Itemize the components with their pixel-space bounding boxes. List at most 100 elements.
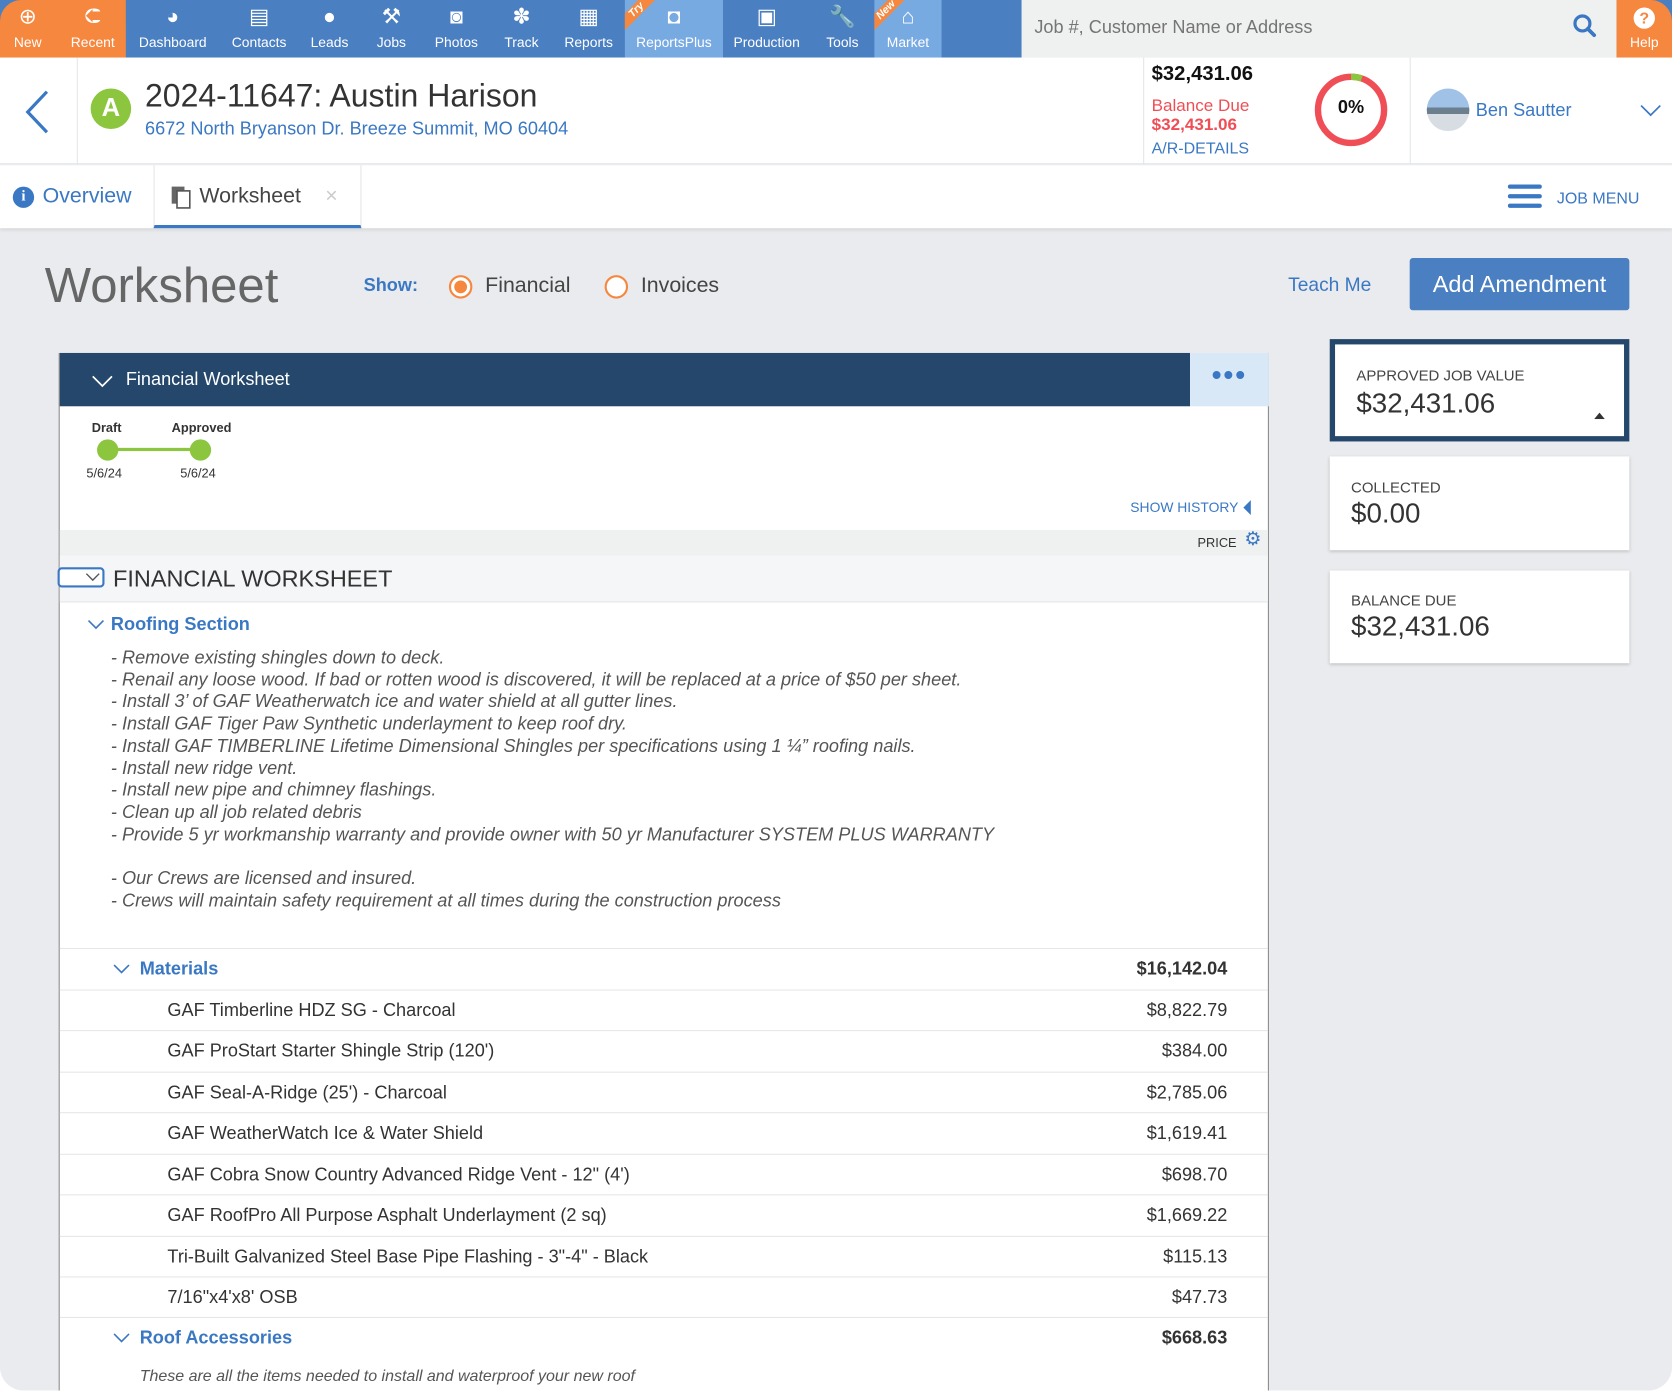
user-name[interactable]: Ben Sautter: [1475, 100, 1572, 121]
gear-icon[interactable]: ⚙: [1244, 527, 1262, 550]
table-row[interactable]: Tri-Built Galvanized Steel Base Pipe Fla…: [59, 1235, 1268, 1276]
item-price: $8,822.79: [1146, 999, 1228, 1020]
close-tab-icon[interactable]: ×: [325, 184, 338, 208]
search-input[interactable]: [1034, 12, 1547, 43]
collapse-toggle-icon[interactable]: [57, 567, 105, 588]
nav-item-label: Tools: [826, 34, 859, 51]
timeline-approved-label: Approved: [171, 420, 232, 436]
collected-value: $0.00: [1351, 496, 1421, 529]
nav-item-reportsplus[interactable]: Try ◘ ReportsPlus: [624, 0, 723, 58]
radio-financial-label[interactable]: Financial: [485, 274, 571, 298]
nav-item-reports[interactable]: ▦ Reports: [552, 0, 625, 58]
more-options-icon[interactable]: •••: [1190, 352, 1269, 407]
nav-item-photos[interactable]: ◙ Photos: [422, 0, 490, 58]
scope-line: - Install new ridge vent.: [110, 757, 298, 778]
item-price: $47.73: [1171, 1287, 1228, 1308]
table-row[interactable]: GAF WeatherWatch Ice & Water Shield $1,61…: [59, 1112, 1268, 1153]
approved-job-value-card[interactable]: APPROVED JOB VALUE $32,431.06: [1329, 339, 1630, 442]
timeline-approved-dot: [189, 439, 212, 461]
scope-line: - Renail any loose wood. If bad or rotte…: [110, 669, 962, 690]
nav-item-dashboard[interactable]: ◕ Dashboard: [126, 0, 220, 58]
search-icon[interactable]: [1572, 13, 1598, 45]
job-title: 2024-11647: Austin Harison: [145, 78, 538, 115]
show-history-link[interactable]: SHOW HISTORY: [1130, 499, 1239, 516]
nav-item-recent[interactable]: ⮈ Recent: [60, 0, 126, 58]
materials-group-row[interactable]: Materials $16,142.04: [59, 947, 1268, 989]
worksheet-document-icon: [171, 186, 192, 215]
nav-item-label: Market: [886, 34, 930, 51]
job-menu-label: JOB MENU: [1556, 189, 1640, 208]
scope-line: - Install GAF Tiger Paw Synthetic underl…: [110, 713, 627, 734]
ar-details-link[interactable]: A/R-DETAILS: [1151, 139, 1250, 158]
scope-line: - Clean up all job related debris: [110, 801, 362, 823]
nav-item-jobs[interactable]: ⚒ Jobs: [360, 0, 422, 58]
tab-worksheet[interactable]: Worksheet ×: [153, 165, 362, 229]
balance-due-label: Balance Due: [1151, 97, 1250, 116]
nav-item-new[interactable]: ⊕ New: [0, 0, 55, 58]
dashboard-gauge-icon: ◕: [166, 5, 180, 29]
panel-header[interactable]: Financial Worksheet: [59, 352, 1191, 407]
reports-plus-icon: ◘: [667, 5, 681, 29]
nav-item-label: Leads: [310, 34, 349, 51]
wrench-icon: 🔧: [829, 5, 856, 29]
user-avatar[interactable]: [1426, 88, 1470, 132]
radio-financial[interactable]: [448, 275, 473, 299]
financial-worksheet-panel: Financial Worksheet ••• Draft Approved 5…: [57, 352, 1269, 1391]
camera-icon: ◙: [449, 5, 463, 29]
roofing-section-toggle[interactable]: Roofing Section: [87, 614, 250, 635]
tab-bar: i Overview Worksheet × JOB MENU: [0, 165, 1672, 229]
roof-accessories-group-row[interactable]: Roof Accessories $668.63 These are all the…: [59, 1316, 1268, 1391]
collected-label: COLLECTED: [1351, 478, 1441, 496]
help-label: Help: [1630, 34, 1659, 51]
item-name: GAF Cobra Snow Country Advanced Ridge Ve…: [167, 1163, 630, 1185]
tab-overview[interactable]: i Overview: [12, 184, 132, 209]
approved-job-value-label: APPROVED JOB VALUE: [1356, 366, 1525, 384]
nav-item-market[interactable]: New ⌂ Market: [874, 0, 942, 58]
radio-invoices[interactable]: [604, 275, 629, 299]
nav-item-label: Production: [733, 34, 800, 51]
scope-line: - Install 3’ of GAF Weatherwatch ice and…: [110, 691, 678, 712]
materials-total: $16,142.04: [1136, 958, 1228, 979]
nav-item-contacts[interactable]: ▤ Contacts: [220, 0, 299, 58]
help-button[interactable]: ? Help: [1616, 0, 1672, 58]
nav-item-leads[interactable]: ● Leads: [299, 0, 361, 58]
caret-left-icon[interactable]: [1243, 500, 1252, 520]
nav-item-production[interactable]: ▣ Production: [723, 0, 810, 58]
item-price: $2,785.06: [1146, 1081, 1228, 1103]
approved-job-value: $32,431.06: [1356, 387, 1496, 420]
calendar-icon: ▣: [756, 5, 777, 29]
radio-invoices-label[interactable]: Invoices: [640, 274, 720, 298]
chevron-down-icon[interactable]: [1640, 103, 1661, 122]
section-title: FINANCIAL WORKSHEET: [113, 565, 393, 592]
balance-due-amount: $32,431.06: [1151, 116, 1238, 135]
user-icon: ●: [323, 5, 336, 29]
scope-line: - Our Crews are licensed and insured.: [110, 867, 417, 889]
document-icon: ▦: [578, 5, 599, 29]
job-header: A 2024-11647: Austin Harison 6672 North …: [0, 57, 1672, 165]
job-address[interactable]: 6672 North Bryanson Dr. Breeze Summit, M…: [145, 118, 569, 139]
table-row[interactable]: GAF Cobra Snow Country Advanced Ridge Ve…: [59, 1153, 1268, 1194]
item-name: GAF WeatherWatch Ice & Water Shield: [167, 1122, 484, 1144]
page-title: Worksheet: [44, 256, 279, 313]
caret-up-icon[interactable]: [1594, 412, 1605, 420]
table-row[interactable]: GAF Timberline HDZ SG - Charcoal $8,822.7…: [59, 989, 1268, 1030]
back-chevron-icon[interactable]: [23, 90, 53, 140]
teach-me-link[interactable]: Teach Me: [1288, 274, 1372, 296]
scope-line: - Provide 5 yr workmanship warranty and …: [110, 823, 995, 845]
collected-card: COLLECTED $0.00: [1329, 456, 1630, 551]
table-row[interactable]: GAF RoofPro All Purpose Asphalt Underlay…: [59, 1194, 1268, 1235]
add-amendment-button[interactable]: Add Amendment: [1409, 258, 1630, 311]
table-row[interactable]: GAF Seal-A-Ridge (25') - Charcoal $2,785.…: [59, 1071, 1268, 1112]
nav-item-tools[interactable]: 🔧 Tools: [810, 0, 874, 58]
nav-item-label: New: [13, 34, 42, 51]
nav-item-label: Track: [504, 34, 539, 51]
table-row[interactable]: GAF ProStart Starter Shingle Strip (120'…: [59, 1030, 1268, 1071]
table-row[interactable]: 7/16"x4'x8' OSB $47.73: [59, 1276, 1268, 1317]
timeline-draft-date: 5/6/24: [86, 465, 122, 481]
nav-item-track[interactable]: ✽ Track: [491, 0, 553, 58]
financial-worksheet-row: FINANCIAL WORKSHEET: [57, 555, 1268, 603]
job-menu-button[interactable]: JOB MENU: [1507, 183, 1640, 214]
chevron-down-icon: [87, 620, 104, 630]
scope-line: - Crews will maintain safety requirement…: [110, 890, 781, 911]
item-name: GAF Timberline HDZ SG - Charcoal: [167, 999, 456, 1020]
